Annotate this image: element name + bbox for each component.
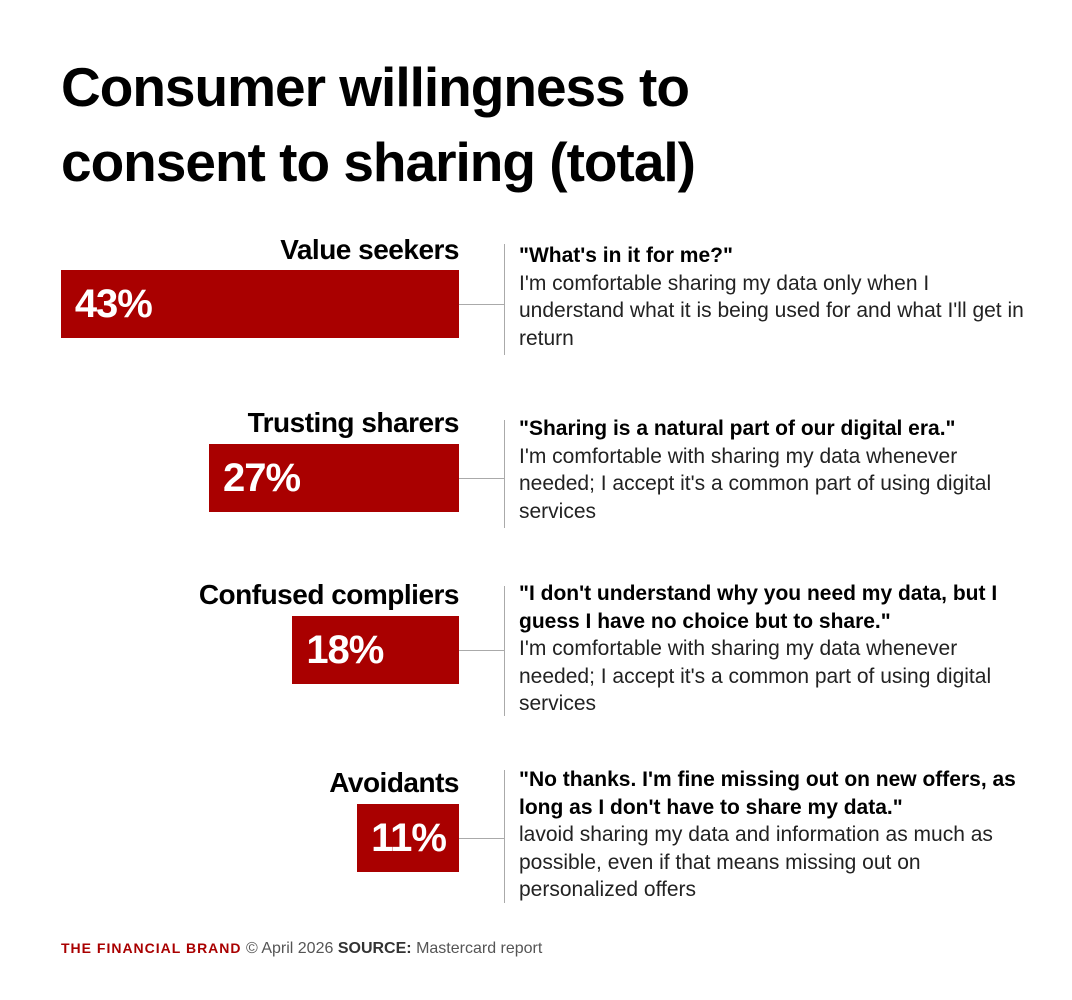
description: I'm comfortable sharing my data only whe… (519, 271, 1024, 350)
divider (504, 586, 505, 716)
category-label: Confused compliers (198, 579, 460, 610)
value-label: 11% (371, 816, 447, 860)
category-label: Trusting sharers (247, 407, 460, 438)
text-block: "Sharing is a natural part of our digita… (519, 415, 1029, 525)
bar (357, 804, 459, 872)
value-label: 18% (306, 628, 384, 672)
quote: "I don't understand why you need my data… (519, 582, 998, 633)
quote: "No thanks. I'm fine missing out on new … (519, 768, 1016, 819)
chart-title: Consumer willingness to consent to shari… (61, 56, 696, 193)
category-label: Value seekers (280, 234, 459, 265)
divider (504, 244, 505, 355)
text-block: "I don't understand why you need my data… (519, 580, 1029, 718)
divider (504, 420, 505, 528)
connector (459, 650, 504, 651)
value-label: 27% (222, 456, 301, 500)
source-label: SOURCE: (337, 940, 412, 957)
date: © April 2026 (245, 940, 334, 957)
footer: THE FINANCIAL BRAND © April 2026 SOURCE:… (61, 940, 542, 958)
category-label: Avoidants (329, 767, 459, 798)
value-label: 43% (74, 282, 153, 326)
description: I'm comfortable with sharing my data whe… (519, 444, 992, 523)
divider (504, 770, 505, 903)
description: lavoid sharing my data and information a… (519, 823, 993, 901)
brand: THE FINANCIAL BRAND (61, 940, 242, 956)
bar (292, 616, 459, 684)
source: Mastercard report (416, 940, 543, 957)
quote: "What's in it for me?" (519, 244, 733, 267)
description: I'm comfortable with sharing my data whe… (519, 637, 992, 715)
connector (459, 478, 504, 479)
text-block: "No thanks. I'm fine missing out on new … (519, 766, 1029, 904)
quote: "Sharing is a natural part of our digita… (519, 417, 956, 440)
text-block: "What's in it for me?" I'm comfortable sh… (519, 242, 1029, 352)
bar (208, 444, 459, 512)
bar (60, 270, 459, 338)
connector (459, 838, 504, 839)
connector (459, 304, 504, 305)
